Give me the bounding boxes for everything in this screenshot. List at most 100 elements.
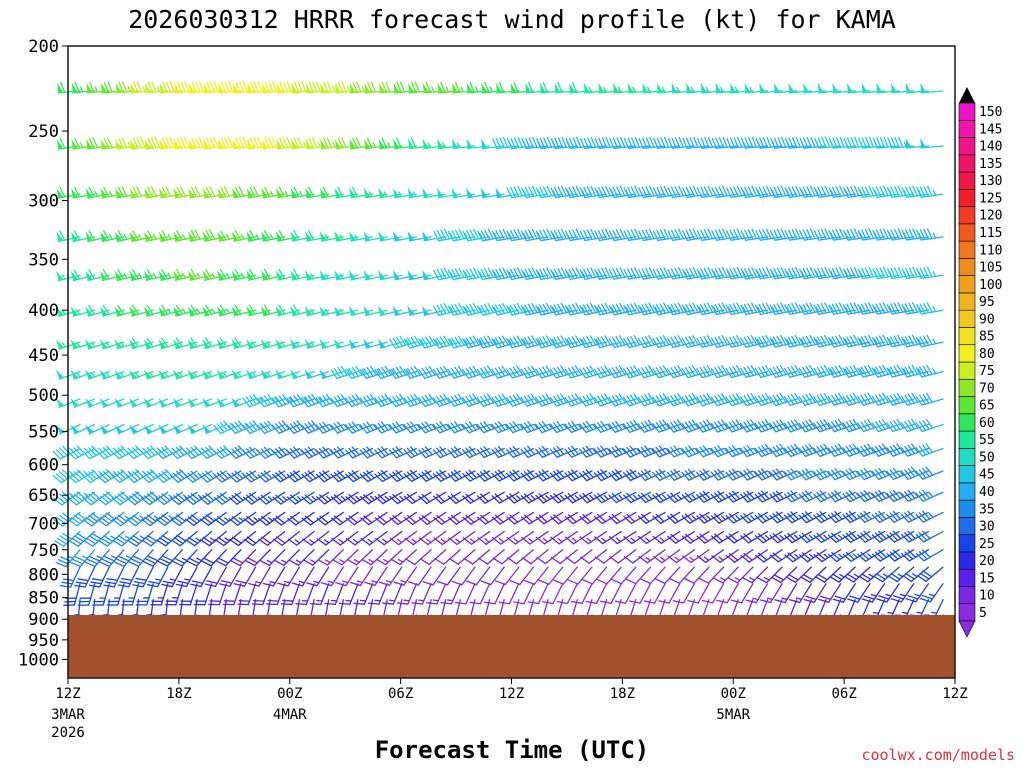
barb-feather: [513, 229, 520, 241]
barb-pennant: [671, 82, 678, 93]
wind-barb: [462, 303, 491, 316]
barb-half-feather: [756, 306, 761, 313]
barb-feather: [571, 303, 579, 315]
barb-feather: [883, 136, 889, 148]
barb-half-feather: [255, 233, 260, 240]
barb-feather: [604, 228, 611, 240]
barb-feather: [315, 81, 322, 93]
barb-shaft: [233, 236, 257, 242]
wind-barb: [349, 231, 374, 242]
barb-feather: [758, 186, 765, 198]
barb-feather: [802, 268, 809, 279]
wind-barb: [290, 137, 315, 150]
barb-pennant: [422, 230, 429, 241]
barb-feather: [901, 268, 908, 280]
barb-shaft: [101, 274, 125, 282]
barb-feather: [146, 304, 154, 315]
wind-barb: [451, 187, 476, 199]
barb-half-feather: [727, 306, 732, 313]
barb-half-feather: [676, 86, 680, 93]
barb-pennant: [129, 139, 137, 149]
barb-pennant: [510, 82, 517, 93]
barb-pennant: [436, 187, 444, 198]
barb-feather: [872, 137, 878, 149]
barb-feather: [498, 81, 505, 93]
barb-pennant: [920, 82, 927, 93]
barb-feather: [791, 228, 798, 240]
barb-feather: [682, 230, 688, 241]
wind-barb: [407, 305, 432, 316]
barb-feather: [740, 304, 747, 316]
barb-feather: [901, 187, 908, 198]
barb-pennant: [378, 187, 386, 198]
wind-barb: [392, 305, 418, 317]
barb-pennant: [275, 270, 283, 281]
wind-barb: [799, 228, 827, 241]
barb-feather: [663, 228, 670, 240]
barb-feather: [890, 137, 897, 149]
barb-feather: [806, 267, 813, 279]
barb-feather: [890, 303, 897, 315]
barb-feather: [897, 302, 904, 313]
barb-feather: [589, 302, 597, 314]
barb-half-feather: [537, 232, 542, 239]
barb-pennant: [187, 306, 196, 316]
barb-feather: [769, 304, 776, 316]
barb-pennant: [261, 231, 269, 242]
barb-half-feather: [932, 306, 937, 313]
barb-feather: [908, 228, 915, 240]
barb-feather: [436, 337, 444, 348]
barb-feather: [729, 137, 736, 149]
wind-barb: [711, 302, 739, 316]
barb-half-feather: [427, 142, 431, 149]
barb-feather: [443, 267, 450, 279]
wind-barb: [682, 185, 710, 199]
barb-shaft: [306, 274, 330, 281]
barb-feather: [601, 229, 608, 240]
barb-half-feather: [932, 189, 937, 196]
barb-feather: [849, 302, 856, 314]
barb-feather: [776, 267, 783, 279]
barb-half-feather: [475, 86, 479, 93]
barb-pennant: [363, 270, 371, 280]
barb-feather: [795, 185, 801, 197]
barb-pennant: [539, 82, 546, 93]
barb-feather: [59, 186, 66, 198]
barb-feather: [568, 268, 575, 280]
wind-barb: [334, 186, 359, 199]
barb-feather: [802, 186, 809, 198]
barb-pennant: [335, 82, 341, 93]
wind-barb: [462, 267, 491, 281]
barb-feather: [831, 303, 838, 315]
barb-feather: [480, 268, 487, 280]
barb-feather: [539, 137, 546, 149]
wind-barb: [565, 136, 593, 150]
wind-barb: [216, 337, 242, 350]
barb-feather: [750, 302, 758, 314]
barb-feather: [667, 137, 674, 149]
barb-pennant: [218, 82, 224, 93]
barb-feather: [484, 81, 490, 93]
barb-feather: [565, 187, 571, 199]
barb-feather: [626, 304, 634, 315]
barb-feather: [234, 337, 242, 348]
barb-shaft: [306, 193, 330, 199]
barb-pennant: [261, 82, 268, 93]
barb-feather: [433, 269, 440, 281]
barb-shaft: [116, 193, 140, 199]
wind-barb: [290, 304, 315, 317]
barb-feather: [699, 304, 707, 315]
barb-feather: [425, 81, 431, 93]
barb-pennant: [847, 82, 853, 93]
barb-feather: [169, 136, 175, 148]
barb-half-feather: [617, 86, 622, 93]
barb-feather: [513, 137, 520, 149]
barb-feather: [649, 136, 655, 148]
barb-feather: [883, 185, 889, 197]
barb-feather: [780, 136, 787, 148]
barb-feather: [553, 268, 560, 280]
wind-barb: [173, 136, 198, 150]
barb-half-feather: [167, 272, 172, 279]
barb-feather: [612, 304, 619, 315]
barb-feather: [326, 81, 333, 93]
